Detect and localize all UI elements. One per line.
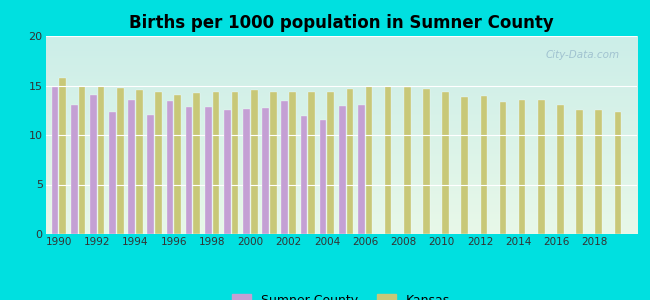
Bar — [251, 90, 257, 234]
Bar — [59, 78, 66, 234]
Bar — [71, 105, 77, 234]
Bar — [500, 102, 506, 234]
Bar — [52, 88, 58, 234]
Bar — [576, 110, 583, 234]
Bar — [404, 88, 411, 234]
Bar — [186, 107, 192, 234]
Bar — [595, 110, 602, 234]
Bar — [148, 115, 154, 234]
Bar — [308, 92, 315, 234]
Bar — [263, 108, 269, 234]
Bar — [224, 110, 231, 234]
Bar — [289, 92, 296, 234]
Bar — [213, 92, 219, 234]
Bar — [346, 89, 353, 234]
Bar — [128, 100, 135, 234]
Bar — [442, 92, 449, 234]
Bar — [174, 95, 181, 234]
Bar — [281, 101, 288, 234]
Text: City-Data.com: City-Data.com — [545, 50, 619, 60]
Bar — [519, 100, 525, 234]
Bar — [320, 120, 326, 234]
Bar — [358, 105, 365, 234]
Bar — [328, 92, 334, 234]
Bar — [205, 107, 211, 234]
Bar — [480, 96, 488, 234]
Bar — [366, 85, 372, 234]
Bar — [270, 92, 277, 234]
Bar — [117, 88, 124, 234]
Bar — [136, 90, 142, 234]
Bar — [109, 112, 116, 234]
Bar — [194, 93, 200, 234]
Bar — [231, 92, 239, 234]
Bar — [423, 89, 430, 234]
Bar — [155, 92, 162, 234]
Bar — [300, 116, 307, 234]
Bar — [614, 112, 621, 234]
Bar — [557, 105, 564, 234]
Title: Births per 1000 population in Sumner County: Births per 1000 population in Sumner Cou… — [129, 14, 554, 32]
Bar — [462, 98, 468, 234]
Bar — [90, 95, 97, 234]
Bar — [166, 101, 174, 234]
Bar — [98, 85, 105, 234]
Bar — [538, 100, 545, 234]
Bar — [79, 85, 85, 234]
Bar — [243, 109, 250, 234]
Bar — [385, 85, 391, 234]
Legend: Sumner County, Kansas: Sumner County, Kansas — [233, 294, 450, 300]
Bar — [339, 106, 346, 234]
